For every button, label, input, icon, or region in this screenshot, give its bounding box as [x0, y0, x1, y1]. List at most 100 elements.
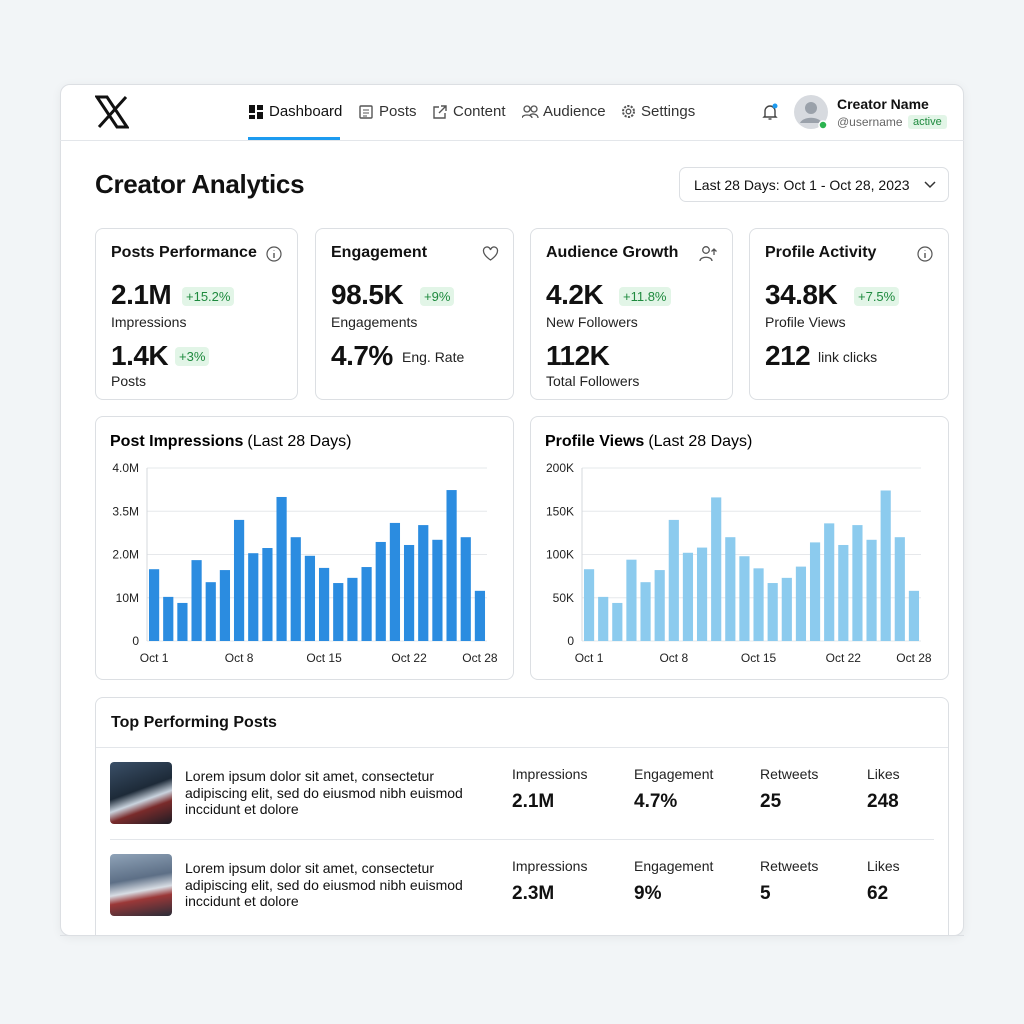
- chart-subtitle: (Last 28 Days): [247, 433, 351, 450]
- stat-value: 1.4K: [111, 340, 169, 371]
- column-label: Engagement: [634, 766, 714, 782]
- section-title: Top Performing Posts: [111, 714, 277, 731]
- chart-subtitle: (Last 28 Days): [648, 433, 752, 450]
- bar: [696, 547, 708, 641]
- post-thumbnail[interactable]: [110, 854, 172, 916]
- nav-item[interactable]: Settings: [641, 103, 696, 120]
- post-stat: 9%: [634, 883, 662, 904]
- post-text[interactable]: Lorem ipsum dolor sit amet, consectetur …: [185, 860, 463, 909]
- header-divider: [60, 140, 964, 141]
- stat-change: +9%: [420, 287, 455, 306]
- stat-value: 212: [765, 340, 811, 371]
- bar: [894, 537, 905, 641]
- bar: [640, 582, 651, 641]
- column-label: Impressions: [512, 858, 588, 874]
- stat-title: Engagement: [331, 244, 428, 261]
- bar: [767, 583, 778, 641]
- bar: [389, 522, 401, 641]
- stat-change: +7.5%: [854, 287, 900, 306]
- stat-value: 4.7%: [331, 340, 393, 371]
- bar: [262, 548, 273, 641]
- bar: [205, 582, 216, 641]
- stat-label: Engagements: [331, 314, 418, 330]
- stat-label: Total Followers: [546, 373, 640, 389]
- x-tick-label: Oct 28: [896, 651, 932, 665]
- bar: [824, 523, 835, 641]
- post-stat: 2.3M: [512, 883, 555, 904]
- notification-bell[interactable]: [761, 103, 779, 121]
- x-tick-label: Oct 15: [741, 651, 777, 665]
- top-posts-card: Top Performing Posts: [95, 697, 949, 936]
- bar: [460, 537, 471, 641]
- bar: [908, 590, 920, 641]
- bar: [474, 590, 486, 641]
- active-underline: [248, 137, 340, 140]
- bar: [739, 556, 750, 641]
- bar: [598, 596, 609, 641]
- bar: [612, 602, 623, 641]
- column-label: Retweets: [760, 858, 819, 874]
- nav-item[interactable]: Dashboard: [269, 103, 343, 120]
- y-tick-label: 100K: [546, 548, 574, 562]
- x-tick-label: Oct 22: [826, 651, 862, 665]
- user-icon: [699, 246, 717, 262]
- chevron: [924, 181, 936, 189]
- bar: [163, 596, 174, 641]
- bar: [626, 559, 637, 641]
- post-stat: 62: [867, 883, 889, 904]
- bar: [276, 496, 287, 641]
- post-stat: 2.1M: [512, 791, 555, 812]
- post-text[interactable]: Lorem ipsum dolor sit amet, consectetur …: [185, 768, 463, 817]
- stat-value: 4.2K: [546, 279, 604, 310]
- stat-value: 2.1M: [111, 279, 172, 310]
- bar: [446, 490, 457, 641]
- nav-item[interactable]: Posts: [379, 103, 417, 120]
- bar: [711, 497, 722, 641]
- nav-item[interactable]: Content: [453, 103, 506, 120]
- stat-label: Posts: [111, 373, 147, 389]
- x-tick-label: Oct 1: [140, 651, 169, 665]
- y-tick-label: 150K: [546, 504, 574, 518]
- x-tick-label: Oct 28: [462, 651, 498, 665]
- avatar[interactable]: [793, 94, 831, 132]
- stat-change: +11.8%: [619, 287, 671, 306]
- window-bottom: [60, 935, 964, 936]
- bar: [725, 537, 736, 641]
- charts: Post Impressions (Last 28 Days)010M2.0M3.…: [110, 433, 932, 665]
- bar: [304, 555, 316, 641]
- post-stat: 248: [867, 791, 899, 812]
- stat-label: New Followers: [546, 314, 638, 330]
- page-title: Creator Analytics: [95, 169, 305, 199]
- bar: [290, 537, 301, 641]
- bar: [177, 602, 188, 641]
- chart-title-main: Post Impressions: [110, 433, 243, 450]
- stat-label: Impressions: [111, 314, 187, 330]
- y-tick-label: 200K: [546, 461, 574, 475]
- stat-label: link clicks: [818, 349, 878, 365]
- stat-label: Profile Views: [765, 314, 846, 330]
- y-tick-label: 10M: [116, 591, 139, 605]
- date-picker[interactable]: Last 28 Days: Oct 1 - Oct 28, 2023: [679, 167, 949, 202]
- bar: [866, 539, 877, 641]
- nav-item[interactable]: Audience: [543, 103, 606, 120]
- bar: [418, 525, 429, 641]
- content-icon: [433, 105, 447, 119]
- bar: [219, 570, 231, 641]
- bar: [880, 490, 891, 641]
- audience-icon: [522, 105, 539, 119]
- bar: [375, 541, 386, 641]
- column-label: Impressions: [512, 766, 588, 782]
- divider: [96, 747, 948, 748]
- stat-card: Profile Activity 34.8K +7.5% Profile Vie…: [749, 228, 949, 400]
- stat-card: Posts Performance 2.1M +15.2% Impression…: [95, 228, 298, 400]
- bar: [852, 525, 863, 641]
- x-logo[interactable]: [95, 95, 129, 129]
- bar: [191, 560, 202, 641]
- post-thumbnail[interactable]: [110, 762, 172, 824]
- bar: [361, 567, 372, 641]
- bar: [668, 519, 679, 641]
- stat-card: Engagement 98.5K +9% Engagements 4.7% En…: [315, 228, 514, 400]
- post-stat: 25: [760, 791, 782, 812]
- bar: [403, 544, 415, 641]
- status-badge: active: [908, 115, 947, 129]
